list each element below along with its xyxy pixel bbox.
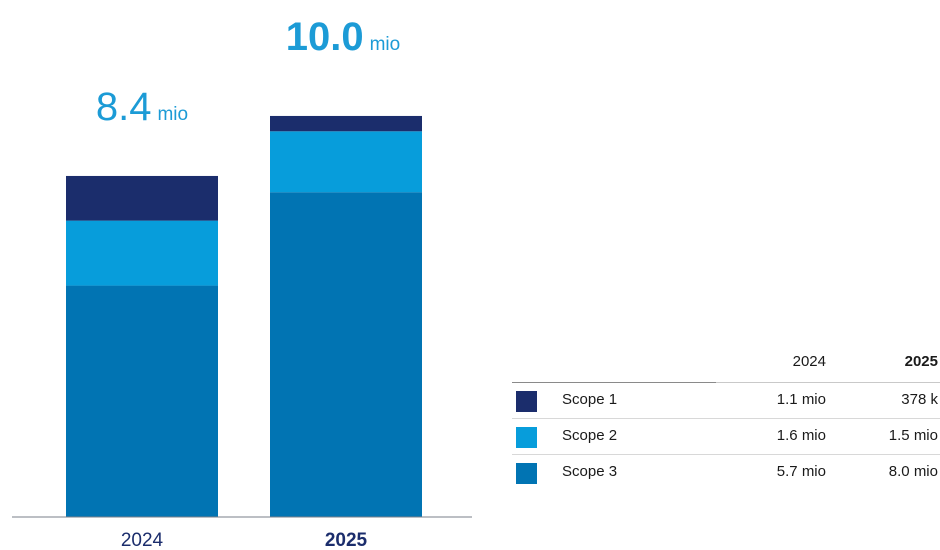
legend-table-header: 2024 2025 [512,345,940,383]
header-2024: 2024 [792,353,826,370]
header-2025: 2025 [904,353,938,370]
scope-1-swatch [516,391,537,412]
legend-row-scope-1: Scope 1 1.1 mio 378 k [512,383,940,418]
scope-3-value-2025: 8.0 mio [888,463,938,480]
scope-2-swatch [516,427,537,448]
scope-3-label: Scope 3 [562,463,618,480]
total-value-2025: 10.0 [286,15,364,59]
scope-2-value-2024: 1.6 mio [776,427,826,444]
bar-scope-1-2024 [66,175,218,221]
scope-3-swatch [516,463,537,484]
bars-group [66,115,422,517]
scope-1-label: Scope 1 [562,391,618,408]
x-tick-label-2024: 2024 [121,530,164,550]
x-tick-label-2025: 2025 [325,530,368,550]
bar-scope-2-2025 [270,131,422,193]
legend-row-scope-2: Scope 2 1.6 mio 1.5 mio [512,418,940,454]
bar-scope-3-2025 [270,192,422,517]
scope-1-value-2025: 378 k [901,391,938,408]
scope-2-value-2025: 1.5 mio [888,427,938,444]
total-label-2025: 10.0 mio [286,15,400,59]
total-value-2024: 8.4 [96,85,152,129]
bar-scope-1-2025 [270,115,422,132]
legend-table: 2024 2025 Scope 1 1.1 mio 378 k Scope 2 … [512,345,940,490]
total-unit-2024: mio [157,104,188,125]
scope-1-value-2024: 1.1 mio [776,391,826,408]
bar-scope-2-2024 [66,220,218,286]
total-unit-2025: mio [370,34,401,55]
bar-scope-3-2024 [66,285,218,517]
total-label-2024: 8.4 mio [96,85,188,129]
header-rule-right [716,382,940,383]
scope-2-label: Scope 2 [562,427,618,444]
scope-3-value-2024: 5.7 mio [776,463,826,480]
legend-row-scope-3: Scope 3 5.7 mio 8.0 mio [512,454,940,490]
header-rule-left [512,382,716,383]
